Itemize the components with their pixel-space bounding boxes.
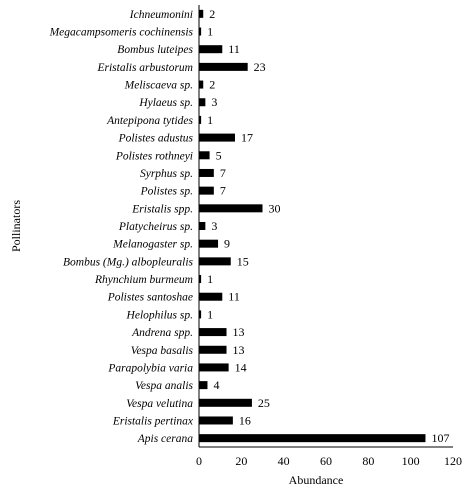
x-tick-label: 60 [320,454,332,468]
bar [199,275,202,284]
category-label: Syrphus sp. [140,168,193,180]
bar [199,80,204,89]
value-label: 11 [228,42,240,56]
value-label: 23 [254,60,266,74]
category-label: Hylaeus sp. [138,97,193,109]
value-label: 13 [233,325,245,339]
bar [199,345,227,354]
value-label: 1 [207,25,213,39]
x-tick-label: 0 [196,454,202,468]
bar [199,416,233,425]
bar [199,98,206,107]
value-label: 2 [209,7,215,21]
bar [199,328,227,337]
category-label: Polistes sp. [140,186,193,198]
value-label: 30 [269,201,281,215]
value-label: 5 [216,148,222,162]
value-label: 1 [207,307,213,321]
value-label: 1 [207,113,213,127]
category-label: Ichneumonini [129,9,193,21]
category-label: Rhynchium burmeum [94,274,193,286]
category-label: Megacampsomeris cochinensis [49,27,194,39]
value-label: 4 [213,378,219,392]
value-label: 15 [237,254,249,268]
bar [199,186,214,195]
bar [199,204,263,213]
value-label: 17 [241,131,253,145]
bar [199,310,202,319]
category-label: Vespa basalis [131,345,194,357]
y-axis-label: Pollinators [9,200,23,252]
category-label: Polistes rothneyi [115,150,193,162]
bars [199,9,426,443]
category-label: Eristalis arbustorum [96,62,193,74]
value-label: 14 [235,360,247,374]
value-label: 25 [258,396,270,410]
bar [199,434,426,443]
bar [199,27,202,36]
x-tick-label: 100 [402,454,420,468]
category-label: Helophilus sp. [126,309,193,321]
x-tick-label: 40 [278,454,290,468]
value-label: 3 [211,219,217,233]
x-axis-label: Abundance [289,473,344,487]
x-tick-label: 120 [444,454,462,468]
value-label: 7 [220,166,226,180]
bar [199,257,231,266]
category-label: Vespa analis [135,380,193,392]
x-tick-label: 20 [235,454,247,468]
bar [199,115,202,124]
value-label: 11 [228,290,240,304]
bar [199,62,248,71]
category-label: Polistes santoshae [107,292,193,304]
bar [199,363,229,372]
category-label: Melanogaster sp. [112,239,193,251]
category-label: Bombus luteipes [117,44,193,56]
category-label: Meliscaeva sp. [124,80,193,92]
value-label: 16 [239,413,251,427]
bar [199,9,204,18]
bar [199,151,210,160]
category-label: Andrena spp. [131,327,193,339]
value-label: 13 [233,343,245,357]
value-label: 7 [220,184,226,198]
value-label: 107 [431,431,449,445]
category-label: Bombus (Mg.) albopleuralis [63,256,194,268]
bar [199,222,206,230]
bar [199,292,223,301]
x-ticks: 0 20 40 60 80 100 120 [196,454,462,468]
category-labels: Ichneumonini Megacampsomeris cochinensis B… [49,9,194,445]
category-label: Antepipona tytides [106,115,193,127]
category-label: Apis cerana [137,433,194,445]
bar [199,133,235,142]
bar [199,45,223,54]
value-label: 2 [209,78,215,92]
x-tick-label: 80 [362,454,374,468]
category-label: Polistes adustus [118,133,194,145]
value-label: 3 [211,95,217,109]
category-label: Parapolybia varia [107,362,193,374]
category-label: Eristalis pertinax [112,415,194,427]
value-label: 9 [224,237,230,251]
bar [199,168,214,177]
category-label: Vespa velutina [126,398,193,410]
value-label: 1 [207,272,213,286]
bar [199,398,252,407]
bar [199,381,208,390]
category-label: Platycheirus sp. [118,221,193,233]
bar [199,239,219,248]
category-label: Eristalis spp. [131,203,193,215]
